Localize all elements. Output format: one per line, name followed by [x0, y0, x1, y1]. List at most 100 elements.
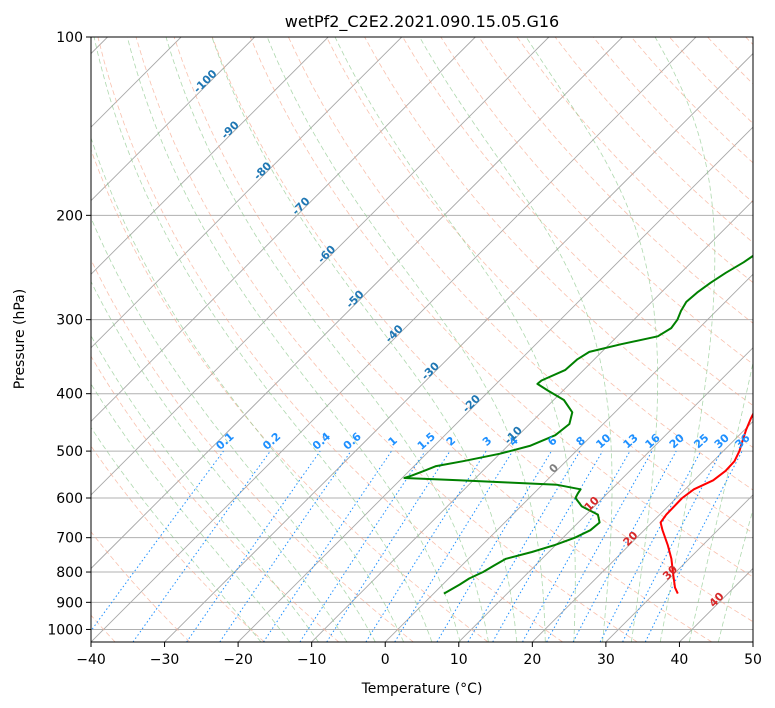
dry-adiabat	[91, 355, 340, 642]
moist-adiabat	[91, 334, 319, 642]
moist-adiabat	[266, 37, 546, 642]
isotherm-line	[237, 126, 753, 642]
moist-adiabat	[419, 37, 613, 642]
isotherm-line	[164, 52, 753, 642]
isotherm-label: 40	[707, 590, 727, 610]
dry-adiabat	[91, 148, 489, 642]
dry-adiabat	[173, 37, 713, 642]
moist-adiabat	[211, 37, 518, 642]
dry-adiabat	[478, 37, 753, 324]
isotherm-label: -60	[315, 242, 338, 265]
mixing-ratio-line	[644, 450, 743, 642]
y-tick-label: 500	[56, 444, 83, 460]
isotherm-label: -40	[383, 322, 406, 345]
mixing-ratio-label: 6	[545, 434, 560, 449]
mixing-ratio-line	[326, 450, 451, 642]
mixing-ratio-line	[622, 450, 722, 642]
mixing-ratio-label: 8	[574, 434, 588, 449]
mixing-ratio-line	[186, 450, 321, 642]
y-tick-label: 300	[56, 313, 83, 329]
moist-adiabat	[126, 37, 461, 642]
moist-adiabat	[525, 37, 659, 642]
y-tick-label: 100	[56, 30, 83, 46]
isotherm-grid	[91, 37, 753, 642]
mixing-ratio-line	[299, 450, 426, 642]
plot-frame	[90, 36, 754, 643]
dry-adiabat	[249, 37, 753, 578]
moist-adiabat	[165, 37, 489, 642]
mixing-ratio-lines	[91, 450, 743, 642]
y-tick-label: 400	[56, 387, 83, 403]
mixing-ratio-line	[394, 450, 514, 642]
isotherm-label: -50	[343, 288, 366, 311]
x-tick-label: −10	[297, 652, 327, 668]
temperature-line	[659, 412, 753, 595]
dry-adiabat	[326, 37, 753, 491]
isotherm-label: -70	[289, 194, 312, 217]
x-tick-label: 30	[597, 652, 615, 668]
moist-adiabat	[91, 216, 376, 642]
isotherm-label: 30	[660, 562, 680, 582]
mixing-ratio-line	[219, 450, 352, 642]
isotherm-line	[384, 273, 753, 642]
mixing-ratio-label: 2	[444, 434, 458, 449]
moist-adiabat	[93, 37, 433, 642]
isotherm-line	[91, 37, 697, 642]
isotherm-label: -100	[191, 67, 220, 96]
mixing-ratio-line	[572, 450, 677, 642]
moist-adiabat	[91, 280, 348, 642]
mixing-ratio-labels: 0.1 0.2 0.4 0.6 1 1.5 2 3 4 6 8 10 13 16 20 25 30 36	[213, 430, 752, 453]
isotherm-line	[752, 641, 753, 642]
y-axis: 100 200 300 400 500 600 700 800 900 1000	[47, 30, 91, 638]
isotherm-line	[458, 347, 753, 642]
isotherm-line	[91, 37, 623, 570]
dry-adiabats	[91, 37, 753, 642]
isotherm-line	[679, 567, 753, 642]
mixing-ratio-line	[599, 450, 702, 642]
x-tick-label: −40	[76, 652, 106, 668]
plot-area: 0.1 0.2 0.4 0.6 1 1.5 2 3 4 6 8 10 13 16 20 25 30 36 -100…	[91, 37, 753, 642]
isotherm-line	[91, 37, 329, 275]
isotherm-label: 10	[582, 494, 602, 514]
isotherm-label: -80	[251, 159, 274, 182]
dry-adiabat	[440, 37, 753, 365]
x-tick-label: 10	[450, 652, 468, 668]
x-tick-label: −20	[223, 652, 253, 668]
y-tick-label: 600	[56, 491, 83, 507]
moist-adiabat	[91, 383, 291, 642]
y-tick-label: 900	[56, 595, 83, 611]
mixing-ratio-label: 30	[712, 431, 732, 451]
isotherm-line	[91, 37, 255, 202]
mixing-ratio-line	[91, 450, 224, 632]
mixing-ratio-line	[546, 450, 653, 642]
dry-adiabat	[516, 37, 753, 284]
isotherm-line	[311, 200, 753, 642]
moist-adiabat	[334, 37, 576, 642]
dry-adiabat	[402, 37, 753, 406]
mixing-ratio-line	[132, 450, 271, 642]
dry-adiabat	[669, 37, 753, 124]
moist-adiabats	[91, 37, 753, 642]
dry-adiabat	[707, 37, 753, 85]
moist-adiabat	[654, 37, 716, 642]
mixing-ratio-line	[522, 450, 631, 642]
dry-adiabat	[554, 37, 753, 243]
moist-adiabat	[91, 136, 404, 642]
mixing-ratio-label: 36	[733, 431, 753, 451]
moist-adiabat	[688, 361, 753, 642]
mixing-ratio-label: 1	[386, 434, 400, 449]
dry-adiabat	[91, 531, 190, 642]
mixing-ratio-label: 16	[643, 431, 663, 451]
dry-adiabat	[91, 445, 265, 642]
mixing-ratio-line	[263, 450, 392, 642]
isotherm-line	[532, 420, 753, 642]
x-tick-label: −30	[150, 652, 180, 668]
y-axis-label: Pressure (hPa)	[12, 289, 28, 389]
dry-adiabat	[592, 37, 753, 204]
isobar-grid	[91, 37, 753, 630]
dry-adiabat	[135, 37, 638, 642]
sounding-series	[403, 254, 753, 595]
isotherm-line	[91, 37, 403, 349]
x-tick-label: 20	[523, 652, 541, 668]
